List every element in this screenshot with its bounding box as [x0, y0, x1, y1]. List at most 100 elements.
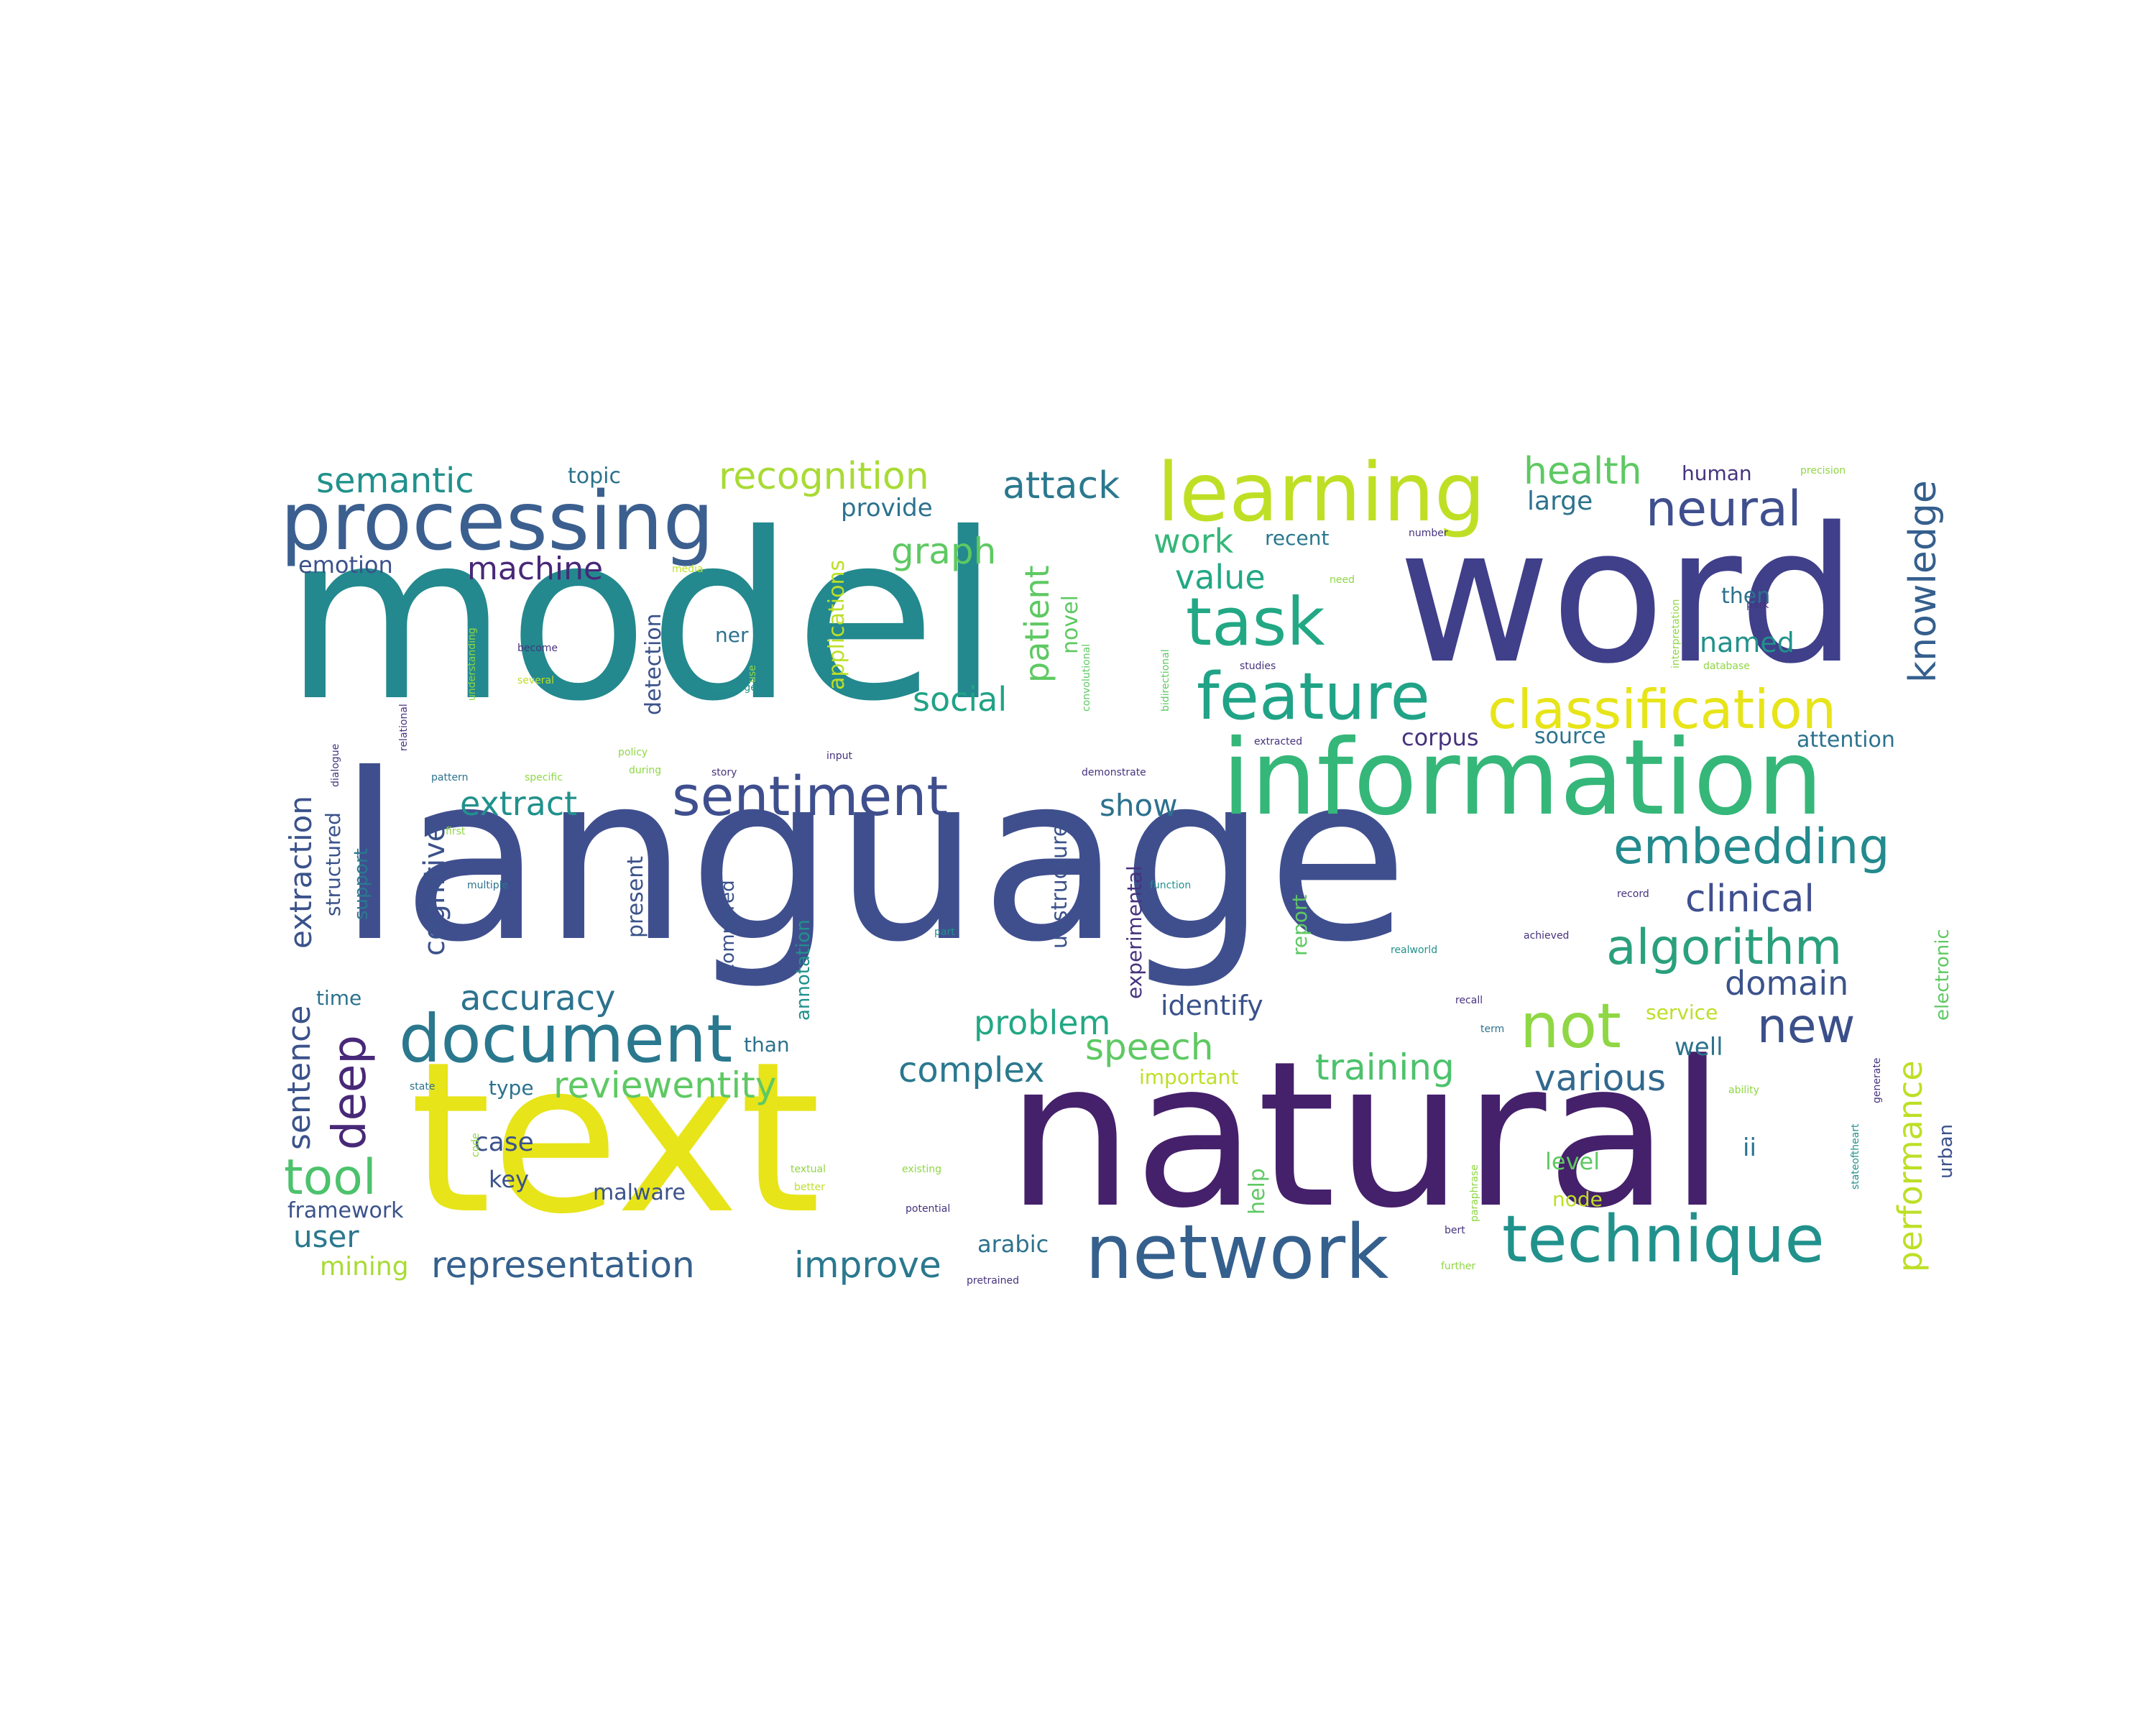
word: clinical	[1685, 878, 1815, 921]
word: topic	[568, 464, 621, 489]
word: present	[623, 855, 648, 938]
word: first	[446, 826, 466, 837]
word: message	[711, 682, 757, 694]
word: database	[1703, 661, 1750, 672]
word: use	[747, 665, 758, 683]
word: type	[489, 1076, 534, 1100]
word: bert	[1445, 1225, 1465, 1236]
word: word	[1398, 488, 1858, 705]
word: knowledge	[1902, 480, 1945, 683]
word: performance	[1891, 1060, 1930, 1272]
word: accuracy	[460, 978, 616, 1018]
word: domain	[1725, 964, 1849, 1003]
word: structured	[321, 812, 345, 916]
word: potential	[906, 1203, 951, 1215]
word: embedding	[1613, 819, 1890, 875]
word: time	[316, 986, 362, 1010]
word: service	[1646, 1000, 1718, 1024]
word: cognitive	[418, 824, 451, 956]
word: document	[399, 1000, 733, 1077]
word: corpus	[1401, 724, 1479, 751]
word: complex	[898, 1050, 1045, 1090]
word: achieved	[1524, 930, 1570, 942]
word: detection	[641, 613, 666, 715]
word: natural	[1006, 1018, 1726, 1253]
word: deep	[323, 1035, 377, 1150]
word: value	[1175, 558, 1266, 597]
word: than	[744, 1033, 790, 1057]
word: electronic	[1932, 929, 1953, 1021]
word: understanding	[466, 627, 478, 701]
word: report	[1288, 894, 1312, 956]
word: classification	[1488, 678, 1837, 741]
word: specific	[525, 772, 563, 783]
word: input	[826, 750, 853, 762]
word: provide	[841, 494, 933, 523]
word: semantic	[316, 461, 474, 501]
word: malware	[593, 1180, 686, 1205]
word: experimental	[1123, 865, 1146, 999]
word: textual	[791, 1164, 826, 1175]
word: important	[1139, 1065, 1239, 1089]
word: several	[517, 675, 555, 686]
word: technique	[1502, 1202, 1825, 1277]
word: show	[1100, 788, 1178, 823]
word: novel	[1058, 595, 1083, 654]
word: extract	[460, 784, 578, 823]
word: node	[1552, 1187, 1603, 1211]
word: sentence	[281, 1005, 318, 1150]
word: algorithm	[1606, 919, 1843, 976]
word: health	[1524, 450, 1642, 493]
word: pattern	[431, 772, 469, 783]
word: function	[1150, 880, 1192, 891]
word: multiple	[467, 880, 509, 891]
word: pretrained	[967, 1275, 1020, 1287]
word: attention	[1797, 727, 1895, 753]
word: tool	[284, 1149, 377, 1206]
word: arabic	[977, 1230, 1049, 1258]
word: human	[1682, 461, 1752, 485]
word: recognition	[719, 455, 929, 498]
word: case	[474, 1128, 534, 1157]
word: annotation	[793, 919, 814, 1021]
word: source	[1534, 724, 1606, 749]
word: part	[934, 926, 955, 938]
word: code	[470, 1133, 482, 1157]
word: stateoftheart	[1850, 1123, 1861, 1190]
word: state	[410, 1081, 436, 1092]
word: studies	[1240, 661, 1276, 672]
word: applications	[824, 559, 849, 690]
word: term	[1480, 1024, 1505, 1035]
word: media	[672, 564, 704, 575]
word: unstructured	[1047, 809, 1072, 949]
word: bidirectional	[1160, 649, 1171, 712]
word: policy	[618, 747, 648, 758]
word: information	[1222, 717, 1823, 839]
word: ii	[1743, 1133, 1756, 1162]
word: story	[711, 767, 737, 778]
word: park	[1746, 599, 1769, 611]
word: existing	[902, 1164, 941, 1175]
word: model	[284, 484, 1000, 752]
word: sentiment	[672, 764, 949, 828]
word: text	[410, 1018, 821, 1260]
word: not	[1520, 990, 1621, 1062]
word: large	[1527, 487, 1593, 516]
word: framework	[287, 1198, 404, 1223]
word: ner	[715, 623, 749, 647]
word: graph	[891, 530, 997, 572]
word: record	[1617, 888, 1649, 900]
word: identify	[1161, 990, 1263, 1021]
word: processing	[280, 475, 714, 569]
word: convolutional	[1081, 643, 1092, 712]
word: help	[1245, 1168, 1270, 1215]
word: user	[293, 1219, 359, 1254]
word: recall	[1455, 995, 1483, 1006]
word: representation	[431, 1244, 695, 1286]
word: machine	[467, 551, 604, 587]
word: patient	[1018, 565, 1056, 683]
word: work	[1153, 522, 1234, 561]
word: task	[1186, 584, 1325, 661]
word: new	[1757, 998, 1856, 1054]
